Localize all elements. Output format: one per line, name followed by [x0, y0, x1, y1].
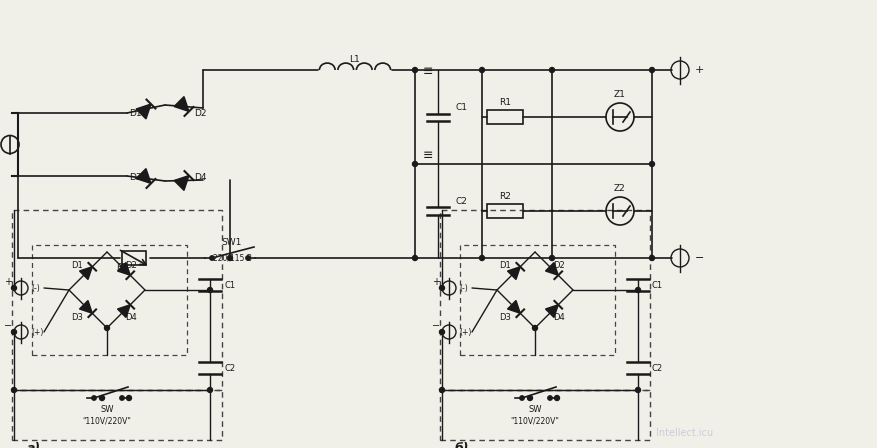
- Circle shape: [207, 288, 212, 293]
- Circle shape: [554, 396, 559, 401]
- Text: D2: D2: [125, 261, 137, 270]
- Text: а): а): [27, 442, 41, 448]
- Text: "110V/220V": "110V/220V": [82, 416, 132, 425]
- Text: RT: RT: [117, 263, 127, 272]
- Text: +: +: [695, 65, 703, 75]
- Circle shape: [246, 256, 250, 260]
- Circle shape: [479, 68, 484, 73]
- Text: C1: C1: [652, 280, 662, 289]
- Bar: [122, 251, 146, 265]
- Text: SW1: SW1: [222, 238, 242, 247]
- Circle shape: [210, 256, 214, 260]
- Text: C2: C2: [652, 363, 662, 372]
- Circle shape: [635, 288, 639, 293]
- Text: −: −: [4, 321, 12, 331]
- Circle shape: [11, 388, 17, 392]
- Text: (+): (+): [459, 327, 471, 336]
- Text: D3: D3: [71, 313, 82, 322]
- Bar: [439, 210, 649, 390]
- Circle shape: [649, 68, 653, 73]
- Circle shape: [207, 388, 212, 392]
- Circle shape: [412, 161, 417, 167]
- Circle shape: [439, 285, 444, 290]
- Text: D1: D1: [71, 261, 82, 270]
- Circle shape: [479, 255, 484, 260]
- Text: SW: SW: [528, 405, 541, 414]
- Polygon shape: [136, 168, 151, 183]
- Polygon shape: [507, 301, 520, 313]
- Circle shape: [549, 255, 554, 260]
- Text: б): б): [454, 442, 469, 448]
- Circle shape: [119, 396, 124, 400]
- Circle shape: [519, 396, 524, 400]
- Circle shape: [227, 255, 232, 260]
- Text: 220/115 B: 220/115 B: [212, 253, 251, 262]
- Text: −: −: [695, 253, 703, 263]
- Text: +: +: [431, 277, 439, 287]
- Text: Z1: Z1: [613, 90, 625, 99]
- Circle shape: [439, 388, 444, 392]
- Circle shape: [412, 68, 417, 73]
- Bar: [12, 210, 222, 390]
- Circle shape: [11, 285, 17, 290]
- Circle shape: [11, 329, 17, 335]
- Text: D1: D1: [498, 261, 510, 270]
- Circle shape: [99, 396, 104, 401]
- Text: (+): (+): [31, 327, 43, 336]
- Text: +: +: [4, 277, 12, 287]
- Circle shape: [92, 396, 96, 400]
- Text: "110V/220V": "110V/220V": [510, 416, 559, 425]
- Text: SW: SW: [100, 405, 114, 414]
- Bar: [487, 110, 523, 124]
- Text: D3: D3: [129, 173, 141, 182]
- Polygon shape: [80, 267, 92, 280]
- Circle shape: [635, 388, 639, 392]
- Polygon shape: [545, 305, 558, 318]
- Circle shape: [531, 326, 537, 331]
- Polygon shape: [174, 176, 189, 190]
- Circle shape: [412, 255, 417, 260]
- Text: C2: C2: [224, 363, 235, 372]
- Text: D1: D1: [129, 109, 141, 118]
- Polygon shape: [174, 97, 189, 112]
- Text: C1: C1: [454, 103, 467, 112]
- Text: Z2: Z2: [613, 184, 625, 193]
- Text: ≡: ≡: [422, 149, 432, 162]
- Polygon shape: [118, 263, 130, 275]
- Text: D4: D4: [125, 313, 137, 322]
- Text: (-): (-): [31, 284, 39, 293]
- Text: R2: R2: [498, 192, 510, 201]
- Bar: [487, 204, 523, 218]
- Polygon shape: [80, 301, 92, 313]
- Text: D2: D2: [194, 109, 206, 118]
- Circle shape: [649, 161, 653, 167]
- Text: L1: L1: [349, 55, 360, 64]
- Text: R1: R1: [498, 98, 510, 107]
- Circle shape: [126, 396, 132, 401]
- Text: D4: D4: [553, 313, 564, 322]
- Polygon shape: [136, 104, 151, 119]
- Circle shape: [547, 396, 552, 400]
- Text: Intellect.icu: Intellect.icu: [656, 428, 713, 438]
- Text: D4: D4: [194, 173, 206, 182]
- Circle shape: [649, 255, 653, 260]
- Text: C1: C1: [224, 280, 235, 289]
- Circle shape: [104, 326, 110, 331]
- Text: D3: D3: [498, 313, 510, 322]
- Circle shape: [439, 329, 444, 335]
- Circle shape: [527, 396, 531, 401]
- Bar: [32, 245, 187, 355]
- Bar: [460, 245, 614, 355]
- Circle shape: [549, 68, 554, 73]
- Text: D2: D2: [553, 261, 564, 270]
- Text: (-): (-): [459, 284, 467, 293]
- Polygon shape: [118, 305, 130, 318]
- Bar: [12, 390, 222, 440]
- Text: ≡: ≡: [422, 65, 432, 78]
- Text: −: −: [431, 321, 439, 331]
- Bar: [439, 390, 649, 440]
- Polygon shape: [507, 267, 520, 280]
- Text: C2: C2: [454, 197, 467, 206]
- Polygon shape: [545, 263, 558, 275]
